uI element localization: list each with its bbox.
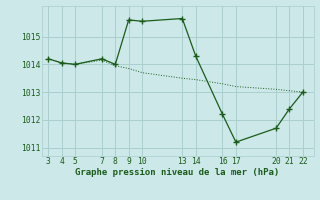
X-axis label: Graphe pression niveau de la mer (hPa): Graphe pression niveau de la mer (hPa): [76, 168, 280, 177]
